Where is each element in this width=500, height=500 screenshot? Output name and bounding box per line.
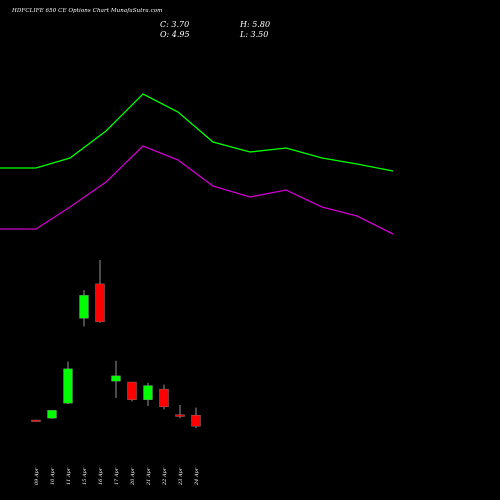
close-value: C: 3.70: [160, 20, 190, 29]
indicator-line-magenta: [0, 145, 394, 235]
candle-body: [159, 388, 169, 407]
candle: [63, 361, 73, 405]
candle: [159, 384, 169, 410]
candle-body: [47, 410, 57, 419]
candle: [47, 410, 57, 419]
candle-body: [175, 414, 185, 417]
x-tick-label: 23 Apr: [178, 467, 184, 486]
candle: [127, 381, 137, 402]
candle: [143, 382, 153, 406]
indicator-lines: [0, 93, 394, 235]
candle: [191, 407, 201, 428]
x-tick-label: 11 Apr: [66, 467, 72, 485]
x-tick-label: 10 Apr: [50, 467, 56, 485]
candle-body: [191, 414, 201, 427]
x-axis-ticks: 09 Apr 10 Apr 11 Apr 15 Apr 16 Apr 17 Apr 20 A…: [34, 467, 200, 486]
indicator-line-green: [0, 93, 394, 172]
candle-body: [79, 295, 89, 319]
candle-body: [63, 368, 73, 404]
candles: [31, 260, 201, 428]
open-value: O: 4.95: [160, 30, 190, 39]
candle-body: [95, 283, 105, 323]
x-tick-label: 09 Apr: [34, 467, 40, 485]
x-tick-label: 21 Apr: [146, 467, 152, 486]
candle-body: [127, 381, 137, 400]
candle: [95, 260, 105, 323]
candle: [175, 405, 185, 419]
candle: [79, 290, 89, 327]
candle: [31, 419, 41, 422]
x-tick-label: 22 Apr: [162, 467, 168, 486]
low-value: L: 3.50: [240, 30, 269, 39]
candle-body: [143, 385, 153, 400]
x-tick-label: 24 Apr: [194, 467, 200, 486]
candle: [111, 360, 121, 398]
x-tick-label: 16 Apr: [98, 467, 104, 485]
x-tick-label: 17 Apr: [114, 467, 120, 485]
chart-title: HDFCLIFE 650 CE Options Chart MunafaSutr…: [12, 8, 163, 14]
x-tick-label: 15 Apr: [82, 467, 88, 485]
high-value: H: 5.80: [240, 20, 271, 29]
candle-body: [111, 375, 121, 382]
candle-body: [31, 419, 41, 422]
x-tick-label: 20 Apr: [130, 467, 136, 486]
